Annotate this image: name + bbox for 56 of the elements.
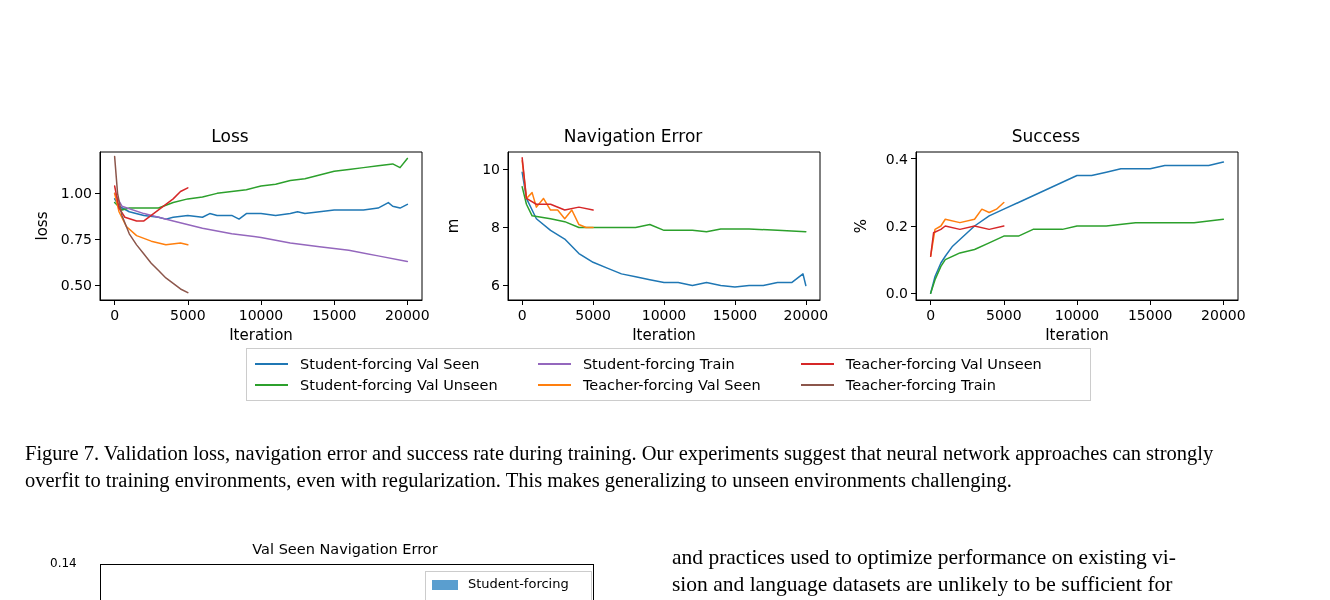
legend-label: Student-forcing Val Unseen bbox=[300, 376, 498, 393]
line-series bbox=[113, 155, 189, 294]
x-axis-title: Iteration bbox=[632, 325, 696, 344]
x-tick-label: 5000 bbox=[986, 307, 1022, 323]
y-tick-label: 10 bbox=[482, 161, 500, 178]
x-tick-label: 0 bbox=[110, 307, 120, 323]
text: Val Seen Navigation Error bbox=[251, 541, 439, 557]
y-tick-label: 1.00 bbox=[60, 185, 92, 202]
y-tick-label: 0.75 bbox=[60, 231, 92, 248]
line-series bbox=[113, 198, 409, 220]
line-series bbox=[113, 192, 189, 246]
x-tick-label: 5000 bbox=[170, 307, 206, 323]
line-series bbox=[929, 218, 1225, 295]
text: 0.14 bbox=[50, 556, 77, 570]
legend-label: Teacher-forcing Train bbox=[845, 376, 996, 393]
chart-title: Success bbox=[1011, 125, 1081, 146]
text: Student-forcing bbox=[468, 576, 569, 591]
y-axis-title: m bbox=[443, 218, 462, 234]
caption: Figure 7. Validation loss, navigation error and success rate during training. Our experiments suggest that neural network approaches can strongly overfit to training environments, even with regularization. This makes generalizing to unseen environments challenging. bbox=[25, 441, 1215, 494]
x-tick-label: 0 bbox=[517, 307, 527, 323]
y-tick-label: 6 bbox=[491, 277, 501, 294]
legend-label: Student-forcing Train bbox=[582, 356, 735, 373]
x-tick-label: 20000 bbox=[385, 307, 430, 323]
legend-label: Student-forcing Val Seen bbox=[300, 356, 480, 373]
y-axis-title: loss bbox=[33, 211, 52, 241]
y-tick-label: 0.4 bbox=[885, 150, 909, 167]
x-tick-label: 15000 bbox=[1127, 307, 1173, 323]
y-tick-label: 0.0 bbox=[885, 285, 908, 302]
x-tick-label: 10000 bbox=[238, 307, 284, 323]
x-tick-label: 0 bbox=[926, 307, 936, 323]
y-tick-label: 0.2 bbox=[885, 218, 908, 234]
x-axis-title: Iteration bbox=[1045, 325, 1109, 344]
x-tick-label: 15000 bbox=[311, 307, 357, 323]
x-tick-label: 20000 bbox=[783, 307, 829, 323]
y-axis-title: % bbox=[851, 218, 870, 234]
line-series bbox=[113, 185, 189, 222]
y-tick-label: 0.50 bbox=[60, 277, 92, 294]
x-tick-label: 10000 bbox=[641, 307, 687, 323]
legend-label: Teacher-forcing Val Seen bbox=[582, 376, 761, 393]
x-tick-label: 10000 bbox=[1054, 307, 1100, 323]
text: sion and language datasets are unlikely to be sufficient for bbox=[672, 571, 1174, 598]
line-series bbox=[521, 171, 807, 288]
x-tick-label: 20000 bbox=[1201, 307, 1246, 323]
legend-label: Teacher-forcing Val Unseen bbox=[845, 356, 1042, 373]
x-axis-title: Iteration bbox=[229, 325, 293, 344]
y-tick-label: 8 bbox=[491, 219, 500, 236]
chart-title: Loss bbox=[211, 125, 249, 146]
chart-title: Navigation Error bbox=[563, 125, 703, 146]
line-series bbox=[929, 201, 1005, 258]
x-tick-label: 5000 bbox=[575, 307, 611, 323]
line-series bbox=[113, 157, 409, 211]
x-tick-label: 15000 bbox=[712, 307, 758, 323]
line-series bbox=[929, 225, 1005, 258]
text: and practices used to optimize performance on existing vi- bbox=[672, 544, 1177, 571]
line-series bbox=[521, 157, 594, 211]
line-series bbox=[521, 186, 807, 233]
